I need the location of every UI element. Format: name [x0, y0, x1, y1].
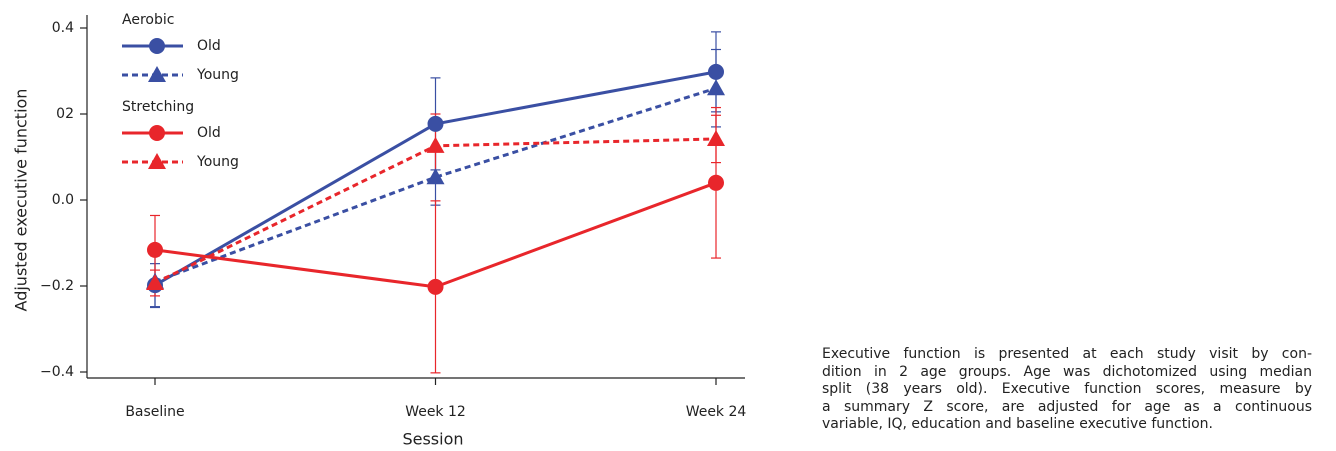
legend-label: Young [196, 67, 239, 83]
marker [147, 241, 163, 258]
marker [427, 278, 444, 295]
legend-group-title: Stretching [122, 99, 194, 115]
y-tick-label: −0.4 [40, 364, 74, 380]
marker [148, 153, 166, 169]
caption: Executive function is presented at each … [822, 346, 1312, 434]
marker [148, 66, 166, 82]
caption-line: split (38 years old). Executive function… [822, 381, 1312, 397]
y-tick-label: 0.4 [52, 20, 74, 36]
x-axis-label: Session [402, 430, 463, 449]
caption-line: variable, IQ, education and baseline exe… [822, 416, 1213, 432]
marker [426, 136, 445, 153]
series-line [154, 86, 717, 284]
caption-line: dition in 2 age groups. Age was dichotom… [822, 363, 1312, 380]
marker [707, 79, 725, 96]
marker [149, 38, 165, 54]
x-tick-label: Week 24 [686, 404, 747, 420]
marker [149, 125, 165, 141]
legend-label: Old [197, 38, 221, 54]
x-tick-label: Baseline [125, 404, 184, 420]
marker [427, 115, 444, 132]
y-tick-label: 0.0 [52, 192, 74, 208]
marker [708, 174, 724, 191]
caption-line: a summary Z score, are adjusted for age … [822, 398, 1312, 415]
legend-group-title: Aerobic [122, 12, 174, 28]
marker [146, 273, 164, 290]
legend-label: Young [196, 154, 239, 170]
y-tick-label: 02 [56, 106, 74, 122]
marker [707, 129, 725, 146]
y-axis-label: Adjusted executive function [12, 89, 31, 312]
marker [426, 168, 445, 185]
marker [708, 63, 724, 80]
legend-label: Old [197, 125, 221, 141]
chart: Adjusted executive function Session 0.4 0… [12, 12, 747, 449]
caption-line: Executive function is presented at each … [822, 346, 1312, 362]
y-tick-label: −0.2 [40, 278, 74, 294]
x-tick-label: Week 12 [405, 404, 466, 420]
